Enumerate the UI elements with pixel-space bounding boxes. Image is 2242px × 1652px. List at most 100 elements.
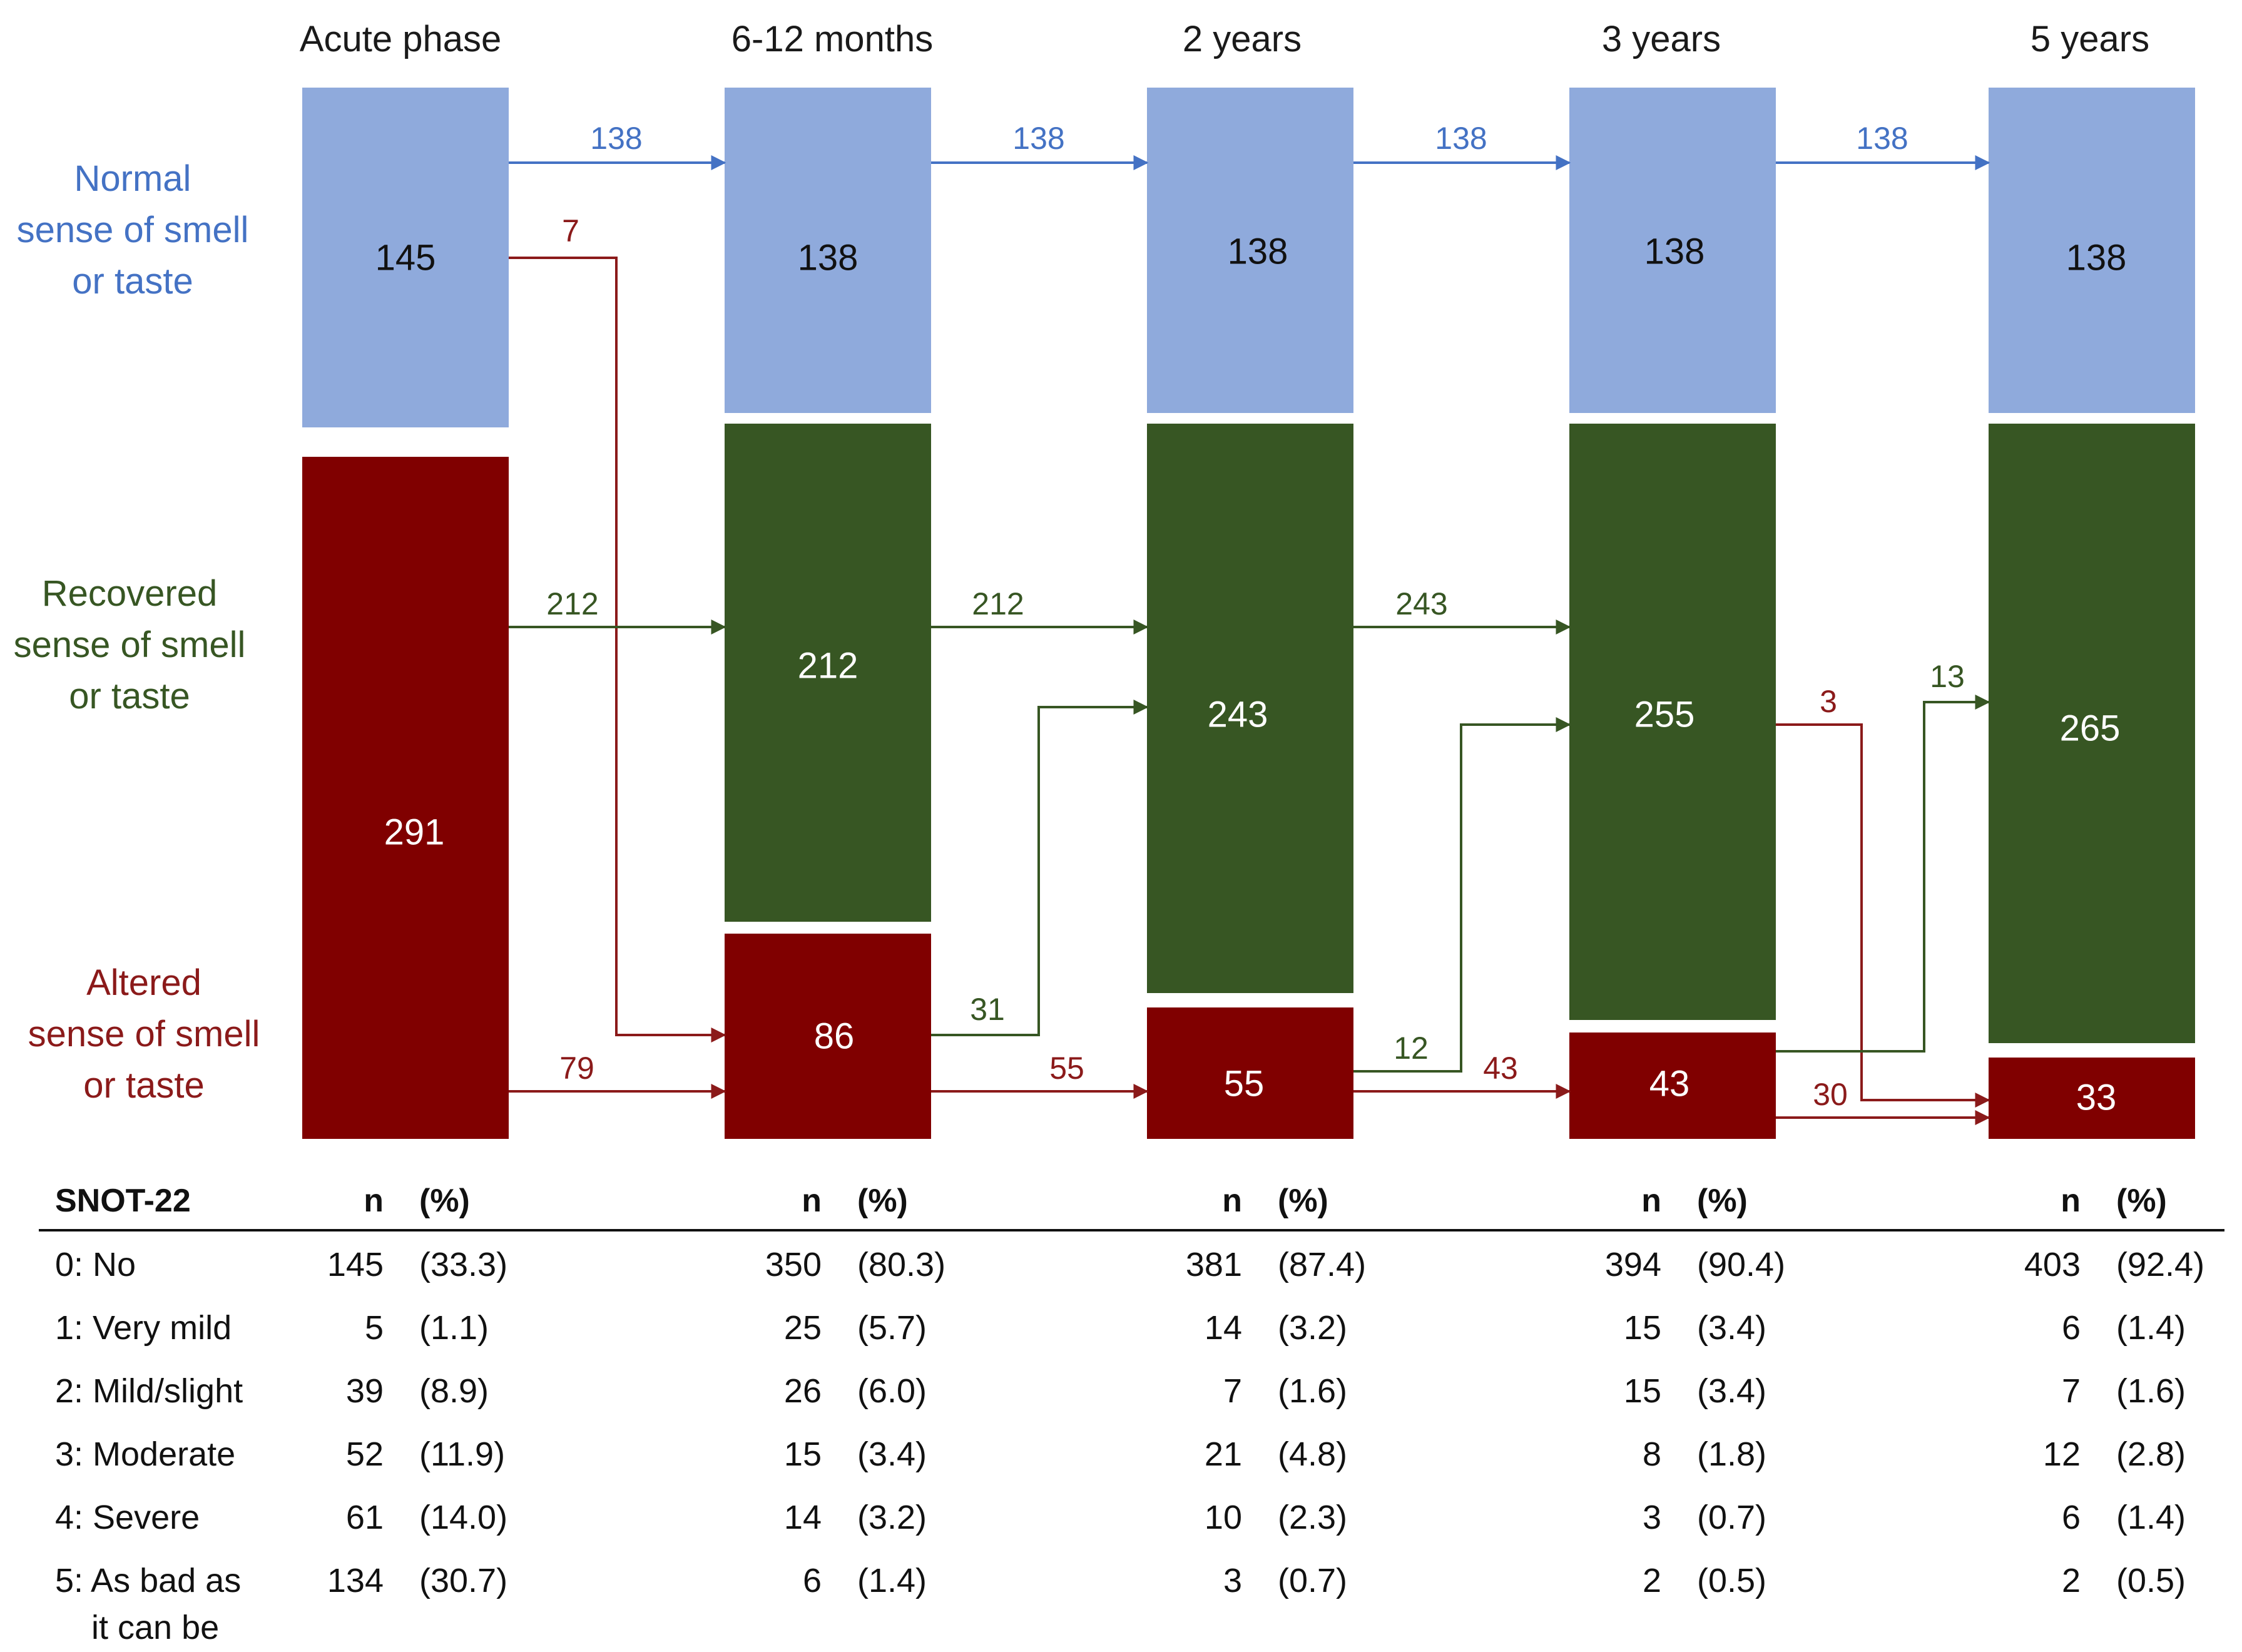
box-altered-6-12-months-value: 86 — [814, 1016, 855, 1057]
table-row: 0: No 145 (33.3) 350 (80.3) 381 (87.4) 394 (90.4… — [55, 1246, 2204, 1283]
flow-label-altered-3y-to-recovered-5y: 13 — [1930, 659, 1965, 694]
table-cell-n-5y: 403 — [2024, 1246, 2081, 1283]
row-label-normal-2: sense of smell — [17, 210, 249, 250]
table-cell-n-6-12: 14 — [784, 1499, 822, 1536]
table-cell-n-acute: 134 — [327, 1562, 384, 1599]
box-altered-6-12-months — [725, 934, 931, 1139]
box-altered-2-years — [1147, 1007, 1353, 1139]
flow-label-recovered-3y-to-altered-5y: 3 — [1820, 684, 1837, 719]
flow-label-normal-acute-to-6-12: 138 — [590, 121, 642, 156]
box-normal-2-years-value: 138 — [1228, 232, 1288, 272]
box-normal-2-years — [1147, 88, 1353, 413]
table-cell-pct-5y: (1.4) — [2116, 1309, 2186, 1347]
table-cell-n-5y: 2 — [2062, 1562, 2081, 1599]
row-label-altered-1: Altered — [86, 962, 201, 1003]
table-cell-pct-5y: (92.4) — [2116, 1246, 2204, 1283]
table-row-label: 5: As bad as — [55, 1562, 241, 1599]
box-recovered-2-years-value: 243 — [1208, 695, 1268, 735]
table-row: 2: Mild/slight 39 (8.9) 26 (6.0) 7 (1.6) 15 (3.4… — [55, 1372, 2186, 1410]
stage-header-2-years: 2 years — [1183, 19, 1302, 59]
table-cell-n-acute: 145 — [327, 1246, 384, 1283]
row-label-recovered-2: sense of smell — [14, 625, 246, 665]
box-normal-6-12-months — [725, 88, 931, 413]
stage-header-6-12-months: 6-12 months — [731, 19, 933, 59]
box-altered-acute — [302, 457, 509, 1139]
table-cell-n-5y: 12 — [2043, 1435, 2081, 1473]
table-cell-pct-5y: (1.4) — [2116, 1499, 2186, 1536]
table-cell-pct-3y: (0.5) — [1697, 1562, 1766, 1599]
table-cell-n-3y: 15 — [1624, 1309, 1661, 1347]
table-cell-n-3y: 2 — [1643, 1562, 1661, 1599]
table-cell-n-6-12: 15 — [784, 1435, 822, 1473]
box-altered-3-years-value: 43 — [1649, 1064, 1690, 1104]
box-recovered-3-years — [1569, 424, 1776, 1020]
flow-label-altered-2y-to-altered-3y: 43 — [1483, 1051, 1518, 1086]
table-cell-n-3y: 8 — [1643, 1435, 1661, 1473]
table-cell-n-acute: 5 — [365, 1309, 384, 1347]
table-row-label: 3: Moderate — [55, 1435, 235, 1473]
table-cell-pct-3y: (3.4) — [1697, 1309, 1766, 1347]
table-cell-pct-2y: (87.4) — [1278, 1246, 1366, 1283]
row-label-altered-3: or taste — [83, 1065, 204, 1106]
table-cell-n-6-12: 25 — [784, 1309, 822, 1347]
box-recovered-2-years — [1147, 424, 1353, 993]
table-cell-n-2y: 3 — [1223, 1562, 1242, 1599]
table-cell-n-acute: 61 — [346, 1499, 384, 1536]
table-title: SNOT-22 — [55, 1183, 191, 1219]
flow-label-normal-acute-to-altered-6-12: 7 — [562, 213, 579, 248]
table-cell-pct-5y: (2.8) — [2116, 1435, 2186, 1473]
flow-normal-acute-to-altered-6-12 — [509, 257, 726, 1043]
flow-altered-2y-to-recovered-3y — [1353, 717, 1571, 1073]
table-row: 5: As bad as it can be 134 (30.7) 6 (1.4) 3 (0.… — [55, 1562, 2186, 1646]
table-row-label: it can be — [91, 1609, 219, 1646]
box-altered-5-years-value: 33 — [2076, 1078, 2117, 1118]
flow-altered-6-12-to-recovered-2y — [931, 700, 1149, 1036]
flow-label-altered-acute-to-altered-6-12: 79 — [559, 1051, 594, 1086]
table-cell-pct-acute: (11.9) — [419, 1435, 505, 1473]
flow-altered-3y-to-recovered-5y — [1776, 695, 1990, 1053]
box-normal-5-years-value: 138 — [2066, 238, 2127, 278]
table-cell-n-2y: 381 — [1186, 1246, 1242, 1283]
box-normal-acute-value: 145 — [375, 238, 436, 278]
table-cell-pct-3y: (3.4) — [1697, 1372, 1766, 1410]
table-cell-pct-acute: (33.3) — [419, 1246, 507, 1283]
box-recovered-6-12-months-value: 212 — [798, 646, 859, 686]
box-recovered-5-years-value: 265 — [2060, 708, 2121, 749]
box-recovered-5-years — [1989, 424, 2195, 1043]
table-header-n-2y: n — [1222, 1183, 1242, 1219]
box-recovered-3-years-value: 255 — [1634, 695, 1695, 735]
table-header-n-acute: n — [364, 1183, 384, 1219]
box-normal-3-years — [1569, 88, 1776, 413]
table-cell-pct-6-12: (3.4) — [857, 1435, 927, 1473]
box-altered-2-years-value: 55 — [1224, 1064, 1265, 1104]
table-cell-pct-5y: (1.6) — [2116, 1372, 2186, 1410]
box-altered-5-years — [1989, 1058, 2195, 1139]
table-cell-pct-acute: (14.0) — [419, 1499, 507, 1536]
box-normal-acute — [302, 88, 509, 427]
table-cell-pct-2y: (3.2) — [1278, 1309, 1347, 1347]
flow-label-recovered-2y-to-3y: 243 — [1395, 586, 1447, 621]
stage-header-3-years: 3 years — [1602, 19, 1721, 59]
flow-label-altered-2y-to-recovered-3y: 12 — [1394, 1031, 1429, 1066]
box-altered-acute-value: 291 — [384, 812, 445, 853]
table-cell-pct-6-12: (3.2) — [857, 1499, 927, 1536]
table-cell-n-acute: 52 — [346, 1435, 384, 1473]
stage-header-5-years: 5 years — [2031, 19, 2149, 59]
table-row: 4: Severe 61 (14.0) 14 (3.2) 10 (2.3) 3 (0.7) 6 (1… — [55, 1499, 2186, 1536]
table-cell-pct-2y: (2.3) — [1278, 1499, 1347, 1536]
table-row: 3: Moderate 52 (11.9) 15 (3.4) 21 (4.8) 8 (1.8) 1… — [55, 1435, 2186, 1473]
stage-headers: Acute phase 6-12 months 2 years 3 years … — [300, 19, 2149, 59]
box-normal-6-12-months-value: 138 — [798, 238, 859, 278]
row-label-normal-3: or taste — [72, 261, 193, 302]
table-cell-n-2y: 7 — [1223, 1372, 1242, 1410]
row-label-normal-1: Normal — [74, 158, 191, 199]
flow-label-altered-6-12-to-altered-2y: 55 — [1049, 1051, 1084, 1086]
table-header-pct-5y: (%) — [2116, 1183, 2167, 1219]
table-cell-n-5y: 7 — [2062, 1372, 2081, 1410]
table-cell-pct-2y: (1.6) — [1278, 1372, 1347, 1410]
table-header-pct-2y: (%) — [1278, 1183, 1328, 1219]
table-cell-pct-acute: (8.9) — [419, 1372, 489, 1410]
row-label-recovered-3: or taste — [69, 676, 190, 716]
table-body: 0: No 145 (33.3) 350 (80.3) 381 (87.4) 394 (90.4… — [55, 1246, 2204, 1646]
